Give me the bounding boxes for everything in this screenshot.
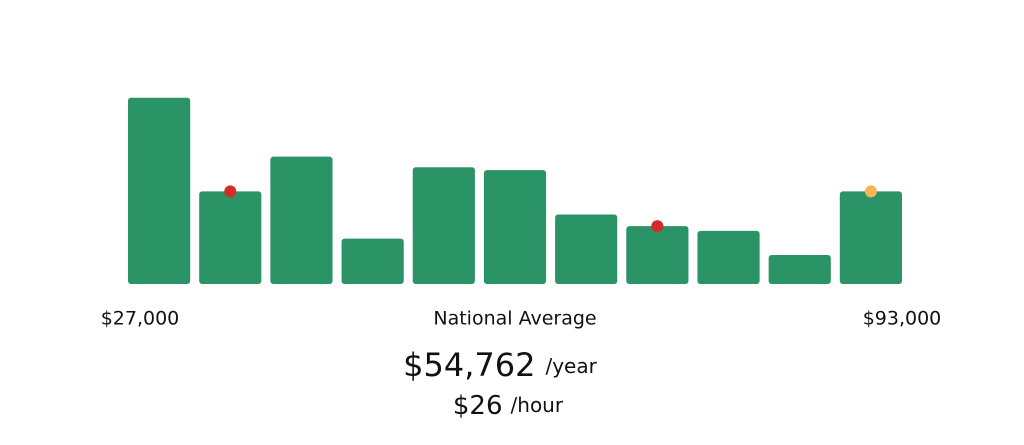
bar	[199, 191, 262, 284]
marker-dot	[651, 220, 664, 233]
hourly-unit: /hour	[511, 393, 564, 417]
bar	[626, 226, 689, 284]
bar	[412, 167, 475, 284]
bar	[270, 156, 333, 284]
bar	[555, 214, 618, 284]
bar	[697, 230, 760, 284]
marker-dot	[224, 185, 237, 198]
min-label: $27,000	[101, 308, 180, 330]
bar	[128, 97, 191, 284]
hourly-amount: $26	[453, 391, 503, 421]
annual-unit: /year	[545, 354, 597, 378]
bar	[768, 255, 831, 284]
hourly-salary: $26/hour	[453, 391, 564, 421]
caption: National Average	[433, 308, 596, 330]
bar	[341, 238, 404, 284]
annual-amount: $54,762	[403, 346, 535, 384]
bar	[483, 170, 547, 284]
bar	[839, 191, 902, 284]
max-label: $93,000	[863, 308, 942, 330]
annual-salary: $54,762/year	[403, 346, 597, 384]
marker-dot	[864, 185, 877, 198]
